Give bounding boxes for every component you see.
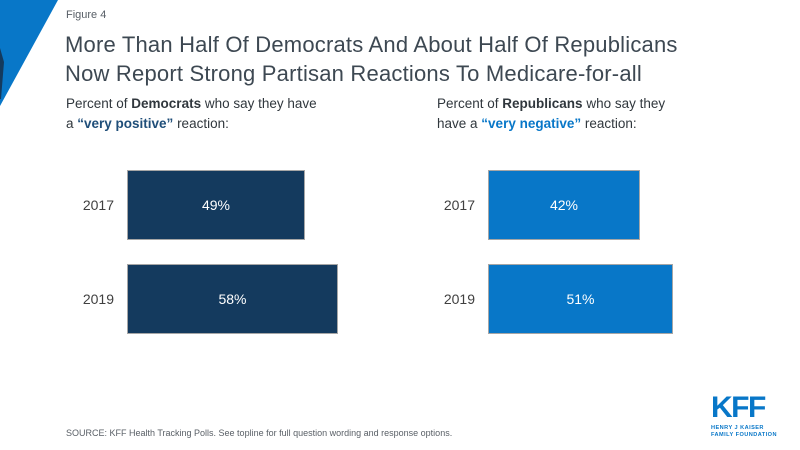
democrats-bar-value-2019: 58% <box>218 291 247 307</box>
democrats-row-2017: 2017 49% <box>66 170 416 240</box>
republicans-bar-value-2019: 51% <box>566 291 595 307</box>
kff-logo-subtext-line1: HENRY J KAISER <box>711 424 764 431</box>
democrats-subtitle-group: Democrats <box>131 96 202 111</box>
democrats-subtitle-middle: who say they have a <box>66 96 317 131</box>
chart-title: More Than Half Of Democrats And About Ha… <box>65 30 678 88</box>
kff-logo-subtext-line2: FAMILY FOUNDATION <box>711 431 777 438</box>
kff-logo: KFF HENRY J KAISER FAMILY FOUNDATION <box>711 393 777 439</box>
republicans-subtitle: Percent of Republicans who say they have… <box>437 94 693 133</box>
source-note: SOURCE: KFF Health Tracking Polls. See t… <box>66 428 453 438</box>
figure-label: Figure 4 <box>66 9 107 21</box>
democrats-year-label-2017: 2017 <box>82 197 114 213</box>
democrats-subtitle: Percent of Democrats who say they have a… <box>66 94 322 133</box>
republicans-row-2017: 2017 42% <box>427 170 777 240</box>
republicans-bar-2019: 51% <box>488 264 673 334</box>
republicans-subtitle-emphasis: “very negative” <box>481 115 582 131</box>
republicans-subtitle-suffix: reaction: <box>581 115 637 131</box>
republicans-year-label-2019: 2019 <box>443 291 475 307</box>
republicans-bar-2017: 42% <box>488 170 640 240</box>
democrats-row-2019: 2019 58% <box>66 264 416 334</box>
kff-logo-text: KFF <box>711 391 766 424</box>
democrats-bar-2019: 58% <box>127 264 338 334</box>
republicans-row-2019: 2019 51% <box>427 264 777 334</box>
republicans-subtitle-middle: who say they have a <box>437 96 666 131</box>
democrats-bar-2017: 49% <box>127 170 305 240</box>
republicans-subtitle-prefix: Percent of <box>437 96 503 111</box>
republicans-subtitle-group: Republicans <box>502 96 583 111</box>
democrats-bar-chart: 2017 49% 2019 58% <box>66 170 416 358</box>
kff-logo-subtext: HENRY J KAISER FAMILY FOUNDATION <box>711 425 777 439</box>
republicans-bar-value-2017: 42% <box>549 197 579 213</box>
chart-title-line1: More Than Half Of Democrats And About Ha… <box>65 32 678 57</box>
democrats-subtitle-suffix: reaction: <box>173 115 229 131</box>
democrats-bar-value-2017: 49% <box>201 197 231 213</box>
republicans-bar-chart: 2017 42% 2019 51% <box>427 170 777 358</box>
democrats-subtitle-emphasis: “very positive” <box>77 115 174 131</box>
democrats-year-label-2019: 2019 <box>82 291 114 307</box>
corner-triangle-decoration <box>0 0 58 106</box>
chart-title-line2: Now Report Strong Partisan Reactions To … <box>65 61 642 86</box>
republicans-year-label-2017: 2017 <box>443 197 475 213</box>
democrats-subtitle-prefix: Percent of <box>66 96 132 111</box>
